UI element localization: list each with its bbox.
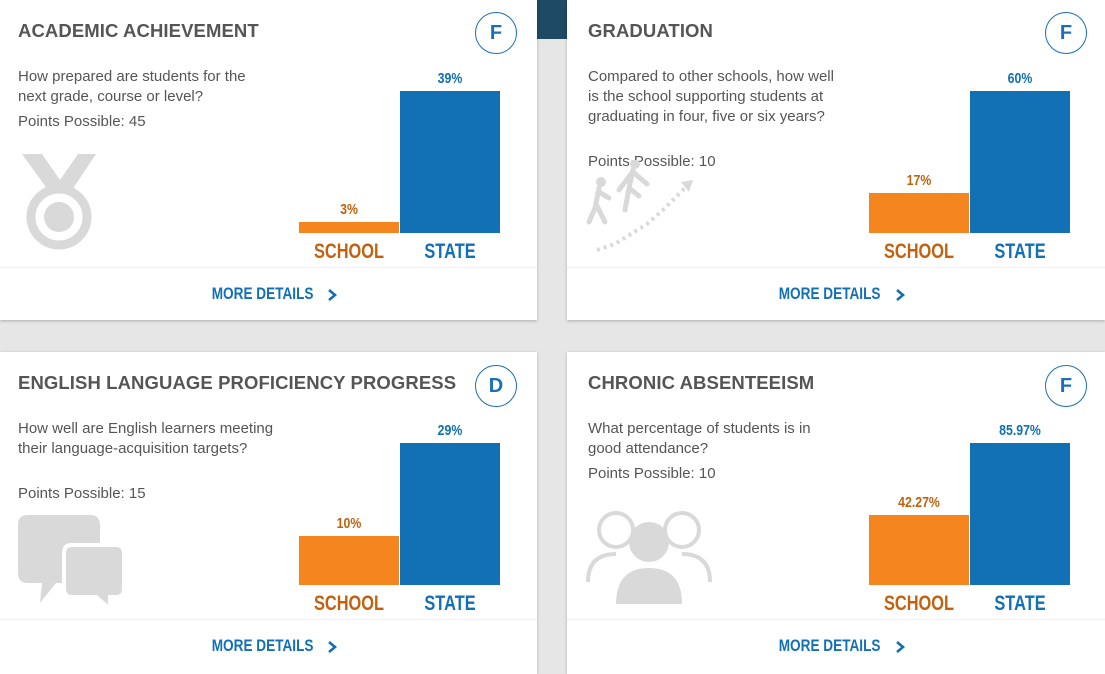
more-details-label: MORE DETAILS [778, 636, 881, 655]
card-english-language-proficiency: ENGLISH LANGUAGE PROFICIENCY PROGRESS D … [0, 352, 537, 674]
more-details-link[interactable]: MORE DETAILS [567, 284, 1105, 304]
score-chart: 10% 29% SCHOOL STATE [299, 412, 500, 627]
card-chronic-absenteeism: CHRONIC ABSENTEEISM F What percentage of… [567, 352, 1105, 674]
points-possible: Points Possible: 10 [588, 153, 716, 170]
value-label-state: 29% [437, 422, 463, 439]
chevron-right-icon [328, 288, 338, 301]
more-details-label: MORE DETAILS [778, 284, 881, 303]
more-details-link[interactable]: MORE DETAILS [0, 636, 537, 656]
card-divider [567, 267, 1105, 268]
category-label-state: STATE [424, 592, 476, 615]
value-label-school: 42.27% [898, 494, 940, 511]
value-label-school: 3% [340, 201, 358, 218]
score-chart: 3% 39% SCHOOL STATE [299, 60, 500, 275]
card-title: GRADUATION [588, 20, 714, 41]
medal-icon [22, 154, 96, 250]
card-divider [0, 619, 537, 620]
card-academic-achievement: ACADEMIC ACHIEVEMENT F How prepared are … [0, 0, 537, 320]
bar-school [299, 536, 399, 585]
grade-badge: F [1045, 12, 1087, 54]
category-label-school: SCHOOL [313, 592, 385, 615]
card-title: ACADEMIC ACHIEVEMENT [18, 20, 259, 41]
more-details-label: MORE DETAILS [211, 636, 313, 655]
card-question: What percentage of students is in good a… [588, 420, 811, 457]
card-divider [567, 619, 1105, 620]
more-details-link[interactable]: MORE DETAILS [0, 284, 537, 304]
value-label-state: 39% [437, 70, 463, 87]
grade-badge: F [1045, 365, 1087, 407]
bar-school [299, 222, 399, 233]
card-title: ENGLISH LANGUAGE PROFICIENCY PROGRESS [18, 372, 457, 393]
speech-bubbles-icon [18, 515, 126, 607]
bar-state [970, 443, 1070, 585]
chevron-right-icon [896, 640, 905, 653]
points-possible: Points Possible: 10 [588, 465, 716, 482]
more-details-label: MORE DETAILS [211, 284, 313, 303]
grade-badge: F [475, 12, 517, 54]
grade-badge: D [475, 365, 517, 407]
points-possible: Points Possible: 45 [18, 113, 146, 130]
card-title: CHRONIC ABSENTEEISM [588, 372, 815, 393]
climbing-stairs-icon [586, 160, 693, 252]
bar-school [869, 193, 969, 233]
points-possible: Points Possible: 15 [18, 485, 146, 502]
category-label-school: SCHOOL [883, 240, 955, 263]
category-label-state: STATE [994, 592, 1046, 615]
score-chart: 17% 60% SCHOOL STATE [869, 60, 1070, 275]
more-details-link[interactable]: MORE DETAILS [567, 636, 1105, 656]
people-group-icon [586, 511, 712, 604]
value-label-state: 60% [1007, 70, 1033, 87]
chevron-right-icon [896, 288, 905, 301]
bar-state [400, 91, 500, 233]
card-question: Compared to other schools, how well is t… [588, 68, 834, 125]
bar-school [869, 515, 969, 585]
top-accent-bar [537, 0, 567, 39]
bar-state [400, 443, 500, 585]
category-label-state: STATE [424, 240, 476, 263]
score-chart: 42.27% 85.97% SCHOOL STATE [869, 412, 1070, 627]
card-graduation: GRADUATION F Compared to other schools, … [567, 0, 1105, 320]
category-label-school: SCHOOL [883, 592, 955, 615]
card-question: How prepared are students for the next g… [18, 68, 246, 105]
value-label-state: 85.97% [999, 422, 1041, 439]
chevron-right-icon [328, 640, 338, 653]
category-label-state: STATE [994, 240, 1046, 263]
card-divider [0, 267, 537, 268]
category-label-school: SCHOOL [313, 240, 385, 263]
bar-state [970, 91, 1070, 233]
value-label-school: 10% [336, 515, 362, 532]
card-question: How well are English learners meeting th… [18, 420, 274, 457]
value-label-school: 17% [906, 172, 932, 189]
